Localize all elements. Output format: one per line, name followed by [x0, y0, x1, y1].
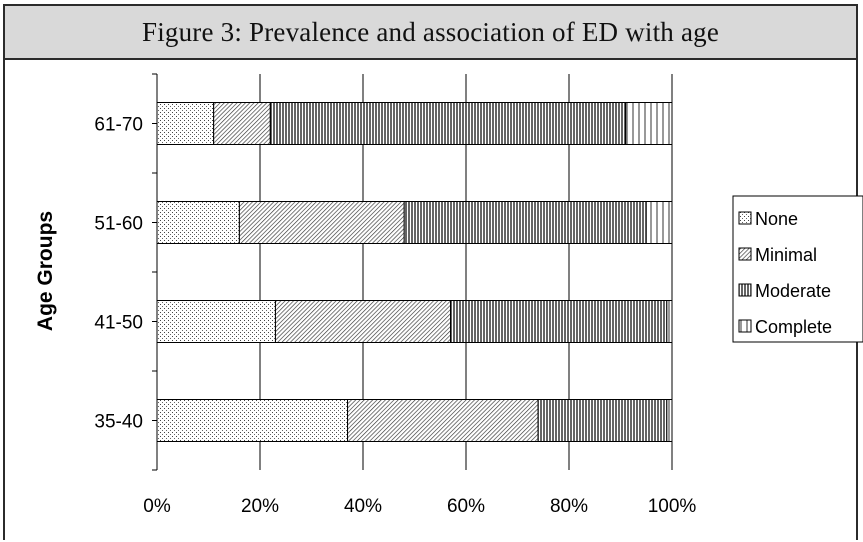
y-tick-label-35-40: 35-40 — [94, 412, 143, 433]
bar-61-70-moderate — [269, 102, 627, 145]
y-axis-title: Age Groups — [34, 211, 57, 331]
y-tick-label-41-50: 41-50 — [94, 313, 143, 334]
axes — [152, 73, 158, 471]
x-tick-label-60: 60% — [447, 496, 485, 517]
bar-35-40-complete — [666, 399, 673, 442]
legend-label-moderate: Moderate — [755, 281, 831, 301]
bar-41-50-minimal — [274, 300, 452, 343]
legend-swatch-moderate — [738, 283, 752, 297]
x-tick-label-100: 100% — [648, 496, 697, 517]
bar-61-70-none — [156, 102, 215, 145]
legend-label-complete: Complete — [755, 317, 832, 337]
bar-61-70-minimal — [213, 102, 271, 145]
x-tick-label-40: 40% — [344, 496, 382, 517]
legend-box — [732, 195, 863, 343]
bar-51-60-minimal — [238, 201, 405, 244]
legend-swatch-complete — [738, 319, 752, 333]
y-tick-label-61-70: 61-70 — [94, 115, 143, 136]
x-tick-label-0: 0% — [143, 496, 171, 517]
bar-35-40-moderate — [537, 399, 668, 442]
x-tick-label-80: 80% — [550, 496, 588, 517]
y-tick-label-51-60: 51-60 — [94, 214, 143, 235]
figure-frame: Figure 3: Prevalence and association of … — [3, 4, 858, 540]
bar-41-50-moderate — [450, 300, 668, 343]
x-tick-label-20: 20% — [241, 496, 279, 517]
bar-61-70-complete — [625, 102, 673, 145]
legend-label-minimal: Minimal — [755, 245, 817, 265]
bar-41-50-none — [156, 300, 276, 343]
bar-41-50-complete — [666, 300, 673, 343]
tick-labels: 0% 20% 40% 60% 80% 100% 35-40 41-50 51-60 61-70 Ag… — [34, 115, 696, 518]
bar-51-60-none — [156, 201, 240, 244]
bar-51-60-complete — [645, 201, 673, 244]
legend: None Minimal Moderate Complete — [732, 195, 863, 343]
bar-51-60-moderate — [403, 201, 647, 244]
figure-title: Figure 3: Prevalence and association of … — [141, 16, 720, 47]
legend-swatch-none — [738, 211, 752, 225]
bars — [156, 102, 673, 442]
bar-35-40-none — [156, 399, 349, 442]
figure-header: Figure 3: Prevalence and association of … — [5, 6, 856, 60]
legend-swatch-minimal — [738, 247, 752, 261]
legend-label-none: None — [755, 209, 798, 229]
bar-35-40-minimal — [347, 399, 539, 442]
